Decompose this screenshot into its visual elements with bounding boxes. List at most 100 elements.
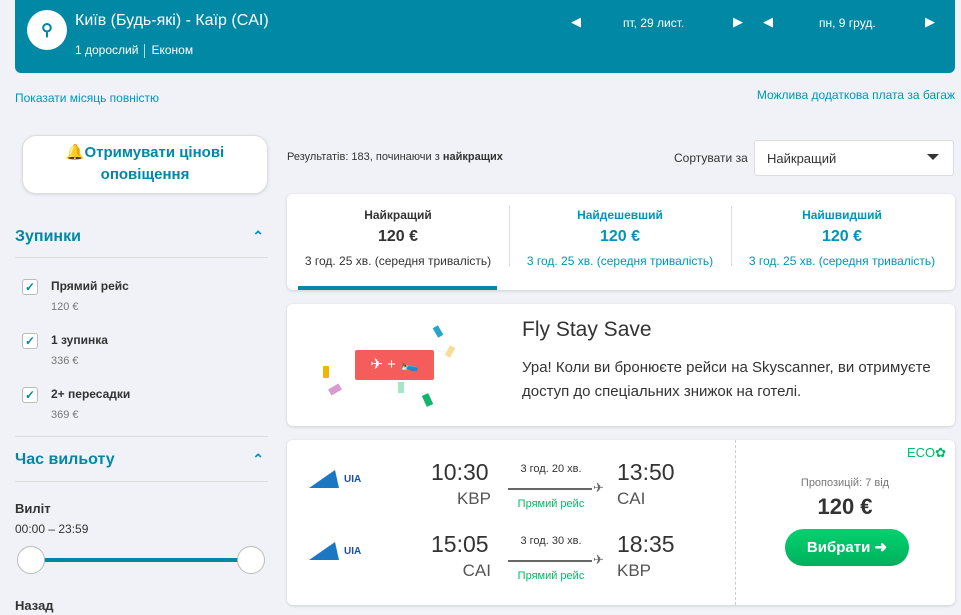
divider [15,436,268,437]
flight-result-card[interactable]: UIA 10:30 KBP 3 год. 20 хв. ✈ Прямий рей… [287,440,955,605]
promo-title: Fly Stay Save [522,318,652,341]
promo-text: Ура! Коли ви бронюєте рейси на Skyscanne… [522,359,931,400]
divider [509,206,510,266]
stops-section-header[interactable]: Зупинки ⌃ [15,228,268,246]
two-plus-stops-checkbox[interactable]: ✓ [22,387,38,403]
divider [15,481,268,482]
direct-checkbox[interactable]: ✓ [22,279,38,295]
divider [731,206,732,266]
search-header[interactable]: ⚲ Київ (Будь-які) - Каїр (CAI) 1 доросли… [15,0,955,73]
slider-handle-end[interactable] [237,546,265,574]
departure-time: 10:30 [431,459,489,485]
price-alert-button[interactable]: 🔔Отримувати цінові оповіщення [22,135,268,194]
outbound-range: 00:00 – 23:59 [15,522,89,536]
arrival-airport: KBP [617,561,652,580]
divider [144,43,146,58]
eco-badge: ECO✿ [907,445,946,461]
stop-option-label: 2+ пересадки [51,387,131,401]
active-tab-indicator [298,286,497,290]
results-summary: Результатів: 183, починаючи з найкращих [287,151,503,163]
chevron-up-icon[interactable]: ⌃ [252,451,264,467]
stop-option-label: 1 зупинка [51,333,108,347]
next-return-date-icon[interactable]: ▶ [925,14,935,29]
uia-tail-icon [309,542,339,560]
tab-cheapest[interactable]: Найдешевший 120 € 3 год. 25 хв. (середня т… [509,194,731,290]
eco-label: ECO [907,445,936,460]
show-month-link[interactable]: Показати місяць повністю [15,91,160,105]
depart-date[interactable]: пт, 29 лист. [623,16,685,30]
summary-text: Результатів: 183, починаючи з [287,151,443,163]
tab-title: Найдешевший [577,208,663,222]
confetti-icon [432,325,444,338]
return-date[interactable]: пн, 9 груд. [819,16,876,30]
tab-price: 120 € [821,228,863,245]
plane-icon: ✈ [593,552,604,567]
leaf-icon: ✿ [935,445,947,460]
route-title[interactable]: Київ (Будь-які) - Каїр (CAI) [75,12,269,29]
arrival-time: 18:35 [617,531,675,557]
departure-time: 15:05 [431,531,489,557]
passengers-cabin[interactable]: 1 дорослий Економ [75,43,193,58]
fly-stay-save-banner: ✈ + 🛌 Fly Stay Save Ура! Коли ви бронюєт… [287,304,955,426]
airline-name: UIA [344,546,362,557]
confetti-icon [323,366,329,378]
prev-depart-date-icon[interactable]: ◀ [571,14,581,29]
flight-duration: 3 год. 30 хв. [520,535,582,547]
baggage-link[interactable]: Можлива додаткова плата за багаж [756,88,955,102]
stops-title: Зупинки [15,228,81,245]
summary-sort: найкращих [442,151,503,163]
stops-type: Прямий рейс [517,570,585,582]
departure-time-section-header[interactable]: Час вильоту ⌃ [15,451,268,469]
confetti-icon [444,345,456,358]
tab-duration: 3 год. 25 хв. (середня тривалість) [304,254,492,268]
price-alert-label: Отримувати цінові оповіщення [84,144,225,183]
tab-fastest[interactable]: Найшвидший 120 € 3 год. 25 хв. (середня тр… [731,194,953,290]
arrival-time: 13:50 [617,459,675,485]
stop-option-price: 336 € [51,355,79,367]
return-label: Назад [15,598,54,613]
stop-option-price: 369 € [51,409,79,421]
departure-airport: CAI [462,561,491,580]
ticket-price: 120 € [817,494,873,519]
sort-label: Сортувати за [674,151,748,165]
outbound-label: Виліт [15,501,51,516]
confetti-icon [398,382,404,393]
sort-select[interactable]: Найкращий [754,140,954,176]
flight-duration: 3 год. 20 хв. [520,463,582,475]
stop-option-price: 120 € [51,301,79,313]
departure-time-title: Час вильоту [15,451,115,468]
divider [15,257,268,258]
tab-duration: 3 год. 25 хв. (середня тривалість) [748,254,936,268]
airline-name: UIA [344,474,362,485]
uia-tail-icon [309,470,339,488]
airline-logo [309,542,339,560]
tab-price: 120 € [599,228,641,245]
plane-icon: ✈ [593,480,604,495]
next-depart-date-icon[interactable]: ▶ [733,14,743,29]
caret-down-icon [927,154,939,160]
tab-title: Найкращий [364,208,432,222]
route-line [508,488,592,490]
stops-type: Прямий рейс [517,498,585,510]
arrival-airport: CAI [617,489,646,508]
tab-title: Найшвидший [802,208,882,222]
select-button[interactable]: Вибрати ➜ [785,529,909,566]
confetti-icon [328,383,342,396]
sort-value: Найкращий [767,151,837,166]
chevron-up-icon[interactable]: ⌃ [252,228,264,244]
prev-return-date-icon[interactable]: ◀ [763,14,773,29]
plane-plus-hotel-icon: ✈ + 🛌 [355,350,434,380]
one-stop-checkbox[interactable]: ✓ [22,333,38,349]
tab-price: 120 € [377,228,419,245]
cabin-class: Економ [151,43,194,57]
search-icon[interactable]: ⚲ [27,10,67,50]
ticket-divider [735,440,736,605]
outbound-time-slider-track[interactable] [30,558,252,562]
departure-airport: KBP [456,489,491,508]
slider-handle-start[interactable] [17,546,45,574]
tab-best[interactable]: Найкращий 120 € 3 год. 25 хв. (середня три… [287,194,509,290]
offers-count: Пропозицій: 7 від [800,477,890,489]
tab-duration: 3 год. 25 хв. (середня тривалість) [526,254,714,268]
sort-tabs: Найкращий 120 € 3 год. 25 хв. (середня три… [287,194,955,290]
stop-option-label: Прямий рейс [51,279,129,293]
